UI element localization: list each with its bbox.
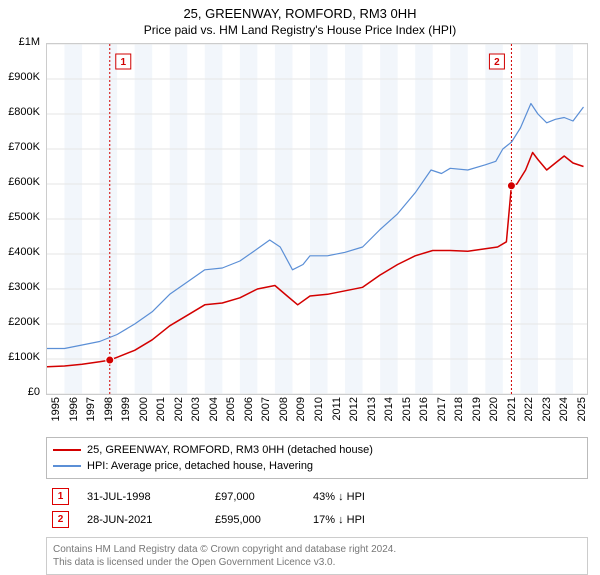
y-tick-label: £0: [28, 386, 40, 398]
x-tick-label: 2016: [418, 397, 430, 421]
legend-item: 25, GREENWAY, ROMFORD, RM3 0HH (detached…: [53, 442, 581, 458]
chart-subtitle: Price paid vs. HM Land Registry's House …: [0, 21, 600, 43]
x-tick-label: 2013: [366, 397, 378, 421]
x-tick-label: 1997: [85, 397, 97, 421]
x-tick-label: 2012: [348, 397, 360, 421]
x-tick-label: 2017: [436, 397, 448, 421]
y-tick-label: £900K: [8, 71, 40, 83]
y-tick-label: £1M: [19, 36, 40, 48]
attribution: Contains HM Land Registry data © Crown c…: [46, 537, 588, 575]
sales-row: 2 28-JUN-2021 £595,000 17% ↓ HPI: [46, 508, 588, 531]
chart-title: 25, GREENWAY, ROMFORD, RM3 0HH: [0, 0, 600, 21]
x-tick-label: 2000: [138, 397, 150, 421]
y-axis-labels: £0£100K£200K£300K£400K£500K£600K£700K£80…: [0, 42, 44, 394]
y-tick-label: £300K: [8, 281, 40, 293]
x-tick-label: 2010: [313, 397, 325, 421]
sales-table: 1 31-JUL-1998 £97,000 43% ↓ HPI 2 28-JUN-2021…: [46, 485, 588, 531]
chart-container: 25, GREENWAY, ROMFORD, RM3 0HH Price pai…: [0, 0, 600, 560]
legend-label: 25, GREENWAY, ROMFORD, RM3 0HH (detached…: [87, 442, 373, 458]
legend-swatch: [53, 449, 81, 451]
sale-vs-hpi: 43% ↓ HPI: [313, 491, 433, 503]
sale-marker-badge: 2: [52, 511, 69, 528]
chart-svg: 12: [47, 44, 587, 394]
svg-text:1: 1: [120, 57, 126, 68]
sale-vs-hpi: 17% ↓ HPI: [313, 514, 433, 526]
x-tick-label: 2007: [260, 397, 272, 421]
x-tick-label: 2024: [558, 397, 570, 421]
y-tick-label: £600K: [8, 176, 40, 188]
sale-price: £595,000: [215, 514, 295, 526]
attribution-line1: Contains HM Land Registry data © Crown c…: [53, 543, 581, 556]
sale-price: £97,000: [215, 491, 295, 503]
x-tick-label: 1995: [50, 397, 62, 421]
legend: 25, GREENWAY, ROMFORD, RM3 0HH (detached…: [46, 437, 588, 479]
legend-label: HPI: Average price, detached house, Have…: [87, 458, 313, 474]
sales-row: 1 31-JUL-1998 £97,000 43% ↓ HPI: [46, 485, 588, 508]
x-tick-label: 2008: [278, 397, 290, 421]
x-tick-label: 2023: [541, 397, 553, 421]
x-tick-label: 2009: [295, 397, 307, 421]
y-tick-label: £100K: [8, 351, 40, 363]
y-tick-label: £200K: [8, 316, 40, 328]
svg-text:2: 2: [494, 57, 500, 68]
x-tick-label: 2003: [190, 397, 202, 421]
x-tick-label: 1998: [103, 397, 115, 421]
sale-date: 28-JUN-2021: [87, 514, 197, 526]
x-tick-label: 2025: [576, 397, 588, 421]
x-tick-label: 2021: [506, 397, 518, 421]
x-tick-label: 2004: [208, 397, 220, 421]
x-tick-label: 1999: [120, 397, 132, 421]
x-tick-label: 2022: [523, 397, 535, 421]
legend-swatch: [53, 465, 81, 467]
x-tick-label: 2005: [225, 397, 237, 421]
attribution-line2: This data is licensed under the Open Gov…: [53, 556, 581, 569]
x-tick-label: 2015: [401, 397, 413, 421]
x-tick-label: 2002: [173, 397, 185, 421]
x-tick-label: 2018: [453, 397, 465, 421]
x-tick-label: 2020: [488, 397, 500, 421]
y-tick-label: £400K: [8, 246, 40, 258]
x-tick-label: 2019: [471, 397, 483, 421]
y-tick-label: £500K: [8, 211, 40, 223]
sale-marker-badge: 1: [52, 488, 69, 505]
x-axis-labels: 1995 1996 1997 1998 1999 2000 2001 2002 2003 2004…: [46, 395, 588, 437]
sale-date: 31-JUL-1998: [87, 491, 197, 503]
x-tick-label: 1996: [68, 397, 80, 421]
legend-item: HPI: Average price, detached house, Have…: [53, 458, 581, 474]
plot-area: 12: [46, 43, 588, 395]
y-tick-label: £800K: [8, 106, 40, 118]
x-tick-label: 2006: [243, 397, 255, 421]
x-tick-label: 2014: [383, 397, 395, 421]
y-tick-label: £700K: [8, 141, 40, 153]
x-tick-label: 2001: [155, 397, 167, 421]
x-tick-label: 2011: [331, 397, 343, 421]
